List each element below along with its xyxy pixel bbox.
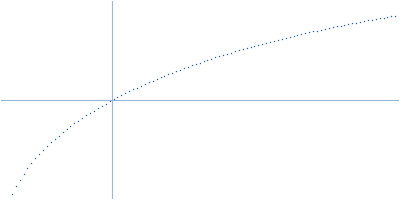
Point	[244, 46, 250, 50]
Point	[271, 39, 277, 42]
Point	[240, 48, 246, 51]
Point	[200, 60, 207, 63]
Point	[181, 67, 187, 70]
Point	[36, 152, 42, 156]
Point	[326, 26, 332, 30]
Point	[294, 33, 301, 37]
Point	[392, 14, 398, 17]
Point	[102, 102, 109, 105]
Point	[8, 193, 15, 196]
Point	[40, 148, 46, 152]
Point	[138, 84, 144, 87]
Point	[298, 33, 304, 36]
Point	[130, 88, 136, 91]
Point	[173, 70, 179, 73]
Point	[232, 50, 238, 53]
Point	[196, 61, 203, 64]
Point	[310, 30, 316, 33]
Point	[380, 16, 387, 19]
Point	[220, 53, 226, 57]
Point	[247, 45, 254, 49]
Point	[83, 114, 89, 117]
Point	[322, 27, 328, 31]
Point	[263, 41, 269, 44]
Point	[228, 51, 234, 54]
Point	[251, 44, 258, 47]
Point	[189, 64, 195, 67]
Point	[384, 15, 391, 19]
Point	[91, 109, 97, 112]
Point	[224, 52, 230, 55]
Point	[48, 141, 54, 144]
Point	[365, 19, 371, 22]
Point	[95, 107, 101, 110]
Point	[118, 94, 124, 97]
Point	[52, 137, 58, 141]
Point	[24, 167, 31, 170]
Point	[157, 76, 164, 79]
Point	[165, 73, 172, 76]
Point	[20, 172, 27, 175]
Point	[349, 22, 356, 25]
Point	[259, 42, 266, 45]
Point	[388, 15, 395, 18]
Point	[334, 25, 340, 28]
Point	[169, 71, 176, 74]
Point	[126, 90, 132, 93]
Point	[67, 125, 74, 128]
Point	[357, 20, 363, 23]
Point	[114, 96, 121, 99]
Point	[306, 31, 312, 34]
Point	[204, 58, 211, 62]
Point	[267, 40, 273, 43]
Point	[98, 104, 105, 107]
Point	[122, 92, 128, 95]
Point	[212, 56, 218, 59]
Point	[376, 17, 383, 20]
Point	[56, 134, 62, 137]
Point	[106, 100, 113, 103]
Point	[286, 35, 293, 38]
Point	[192, 62, 199, 66]
Point	[345, 23, 352, 26]
Point	[134, 86, 140, 89]
Point	[177, 68, 183, 71]
Point	[369, 18, 375, 21]
Point	[353, 21, 359, 24]
Point	[87, 111, 93, 115]
Point	[236, 49, 242, 52]
Point	[314, 29, 320, 32]
Point	[16, 178, 23, 181]
Point	[44, 145, 50, 148]
Point	[185, 65, 191, 68]
Point	[161, 74, 168, 77]
Point	[110, 98, 117, 101]
Point	[146, 81, 152, 84]
Point	[302, 32, 308, 35]
Point	[255, 43, 262, 46]
Point	[79, 116, 86, 120]
Point	[318, 28, 324, 31]
Point	[142, 82, 148, 86]
Point	[372, 17, 379, 21]
Point	[282, 36, 289, 39]
Point	[330, 26, 336, 29]
Point	[71, 122, 78, 125]
Point	[337, 24, 344, 27]
Point	[153, 77, 160, 81]
Point	[32, 157, 38, 160]
Point	[63, 128, 70, 131]
Point	[341, 23, 348, 26]
Point	[28, 161, 34, 165]
Point	[279, 37, 285, 40]
Point	[150, 79, 156, 82]
Point	[290, 34, 297, 38]
Point	[208, 57, 214, 60]
Point	[12, 185, 19, 188]
Point	[275, 38, 281, 41]
Point	[361, 20, 367, 23]
Point	[60, 131, 66, 134]
Point	[75, 119, 82, 122]
Point	[216, 55, 222, 58]
